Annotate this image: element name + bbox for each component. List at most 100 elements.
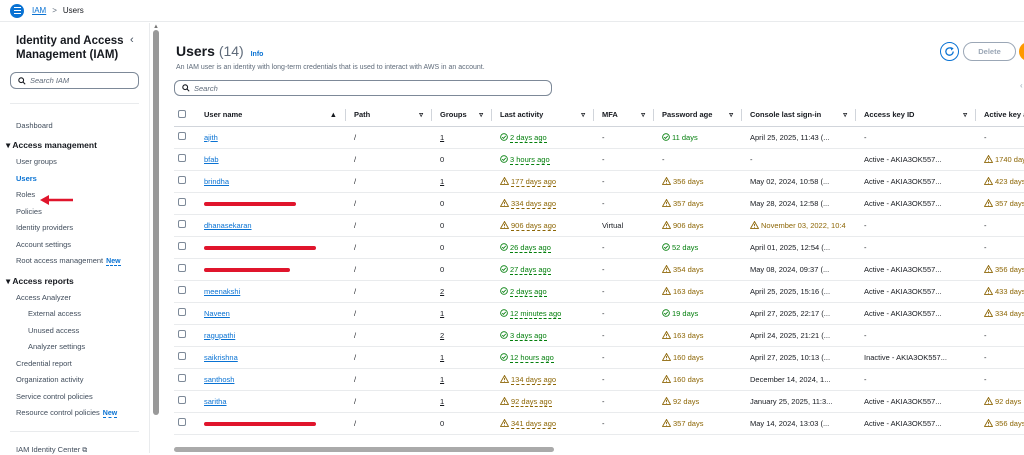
row-checkbox[interactable] [174,214,196,237]
last-activity-value[interactable]: 27 days ago [510,264,551,275]
table-row[interactable]: dhanasekaran / 0 906 days ago Virtual 906 day… [174,214,1024,237]
row-checkbox[interactable] [174,126,196,149]
redacted-user-name[interactable] [204,201,296,206]
groups-count[interactable]: 1 [440,308,445,318]
table-row[interactable]: ajith / 1 2 days ago - 11 days April 25, 2025,… [174,126,1024,149]
user-name-link[interactable]: ragupathi [204,330,236,340]
last-activity-value[interactable]: 341 days ago [511,418,557,429]
row-checkbox[interactable] [174,148,196,171]
table-row[interactable]: saritha / 1 92 days ago - 92 days January 25, … [174,390,1024,413]
sidebar-item-credential-report[interactable]: Credential report [16,359,72,368]
info-link[interactable]: Info [250,51,264,58]
horizontal-scrollbar[interactable] [174,447,554,452]
groups-count[interactable]: 1 [440,396,445,406]
sidebar-item-organization-activity[interactable]: Organization activity [16,375,84,384]
chevron-left-icon[interactable]: ‹ [1020,81,1023,90]
sidebar-item-policies[interactable]: Policies [16,207,42,216]
groups-count[interactable]: 1 [440,132,445,142]
last-activity-value[interactable]: 177 days ago [511,176,557,187]
user-search-input[interactable]: Search [174,80,552,96]
user-name-link[interactable]: bfab [204,154,219,164]
sidebar-item-unused-access[interactable]: Unused access [28,326,80,335]
row-checkbox[interactable] [174,390,196,413]
col-access-key-id[interactable]: Access key ID ▿ [856,104,976,127]
table-row[interactable]: / 0 341 days ago - 357 days May 14, 2024, 13:… [174,412,1024,435]
col-console-last-sign-in[interactable]: Console last sign-in ▿ [742,104,856,127]
user-name-link[interactable]: brindha [204,176,230,186]
sidebar-item-analyzer-settings[interactable]: Analyzer settings [28,342,86,351]
breadcrumb-iam-link[interactable]: IAM [32,6,47,15]
sidebar-section-access-reports[interactable]: ▾ Access reports [6,276,74,286]
groups-count[interactable]: 1 [440,176,445,186]
last-activity-value[interactable]: 92 days ago [511,396,552,407]
create-user-button[interactable] [1019,42,1024,61]
col-mfa[interactable]: MFA ▿ [594,104,654,127]
row-checkbox[interactable] [174,324,196,347]
last-activity-value[interactable]: 26 days ago [510,242,551,253]
sidebar-item-root-access-management[interactable]: Root access management New [16,256,121,266]
row-checkbox[interactable] [174,236,196,259]
sidebar-item-identity-providers[interactable]: Identity providers [16,223,74,232]
col-active-key-age[interactable]: Active key a [976,104,1024,127]
sidebar-item-users[interactable]: Users [16,174,37,183]
row-checkbox[interactable] [174,346,196,369]
table-row[interactable]: meenakshi / 2 2 days ago - 163 days April 25, … [174,280,1024,303]
last-activity-value[interactable]: 134 days ago [511,374,557,385]
last-activity-value[interactable]: 2 days ago [510,286,547,297]
row-checkbox[interactable] [174,412,196,435]
sidebar-item-access-analyzer[interactable]: Access Analyzer [16,293,72,302]
col-password-age[interactable]: Password age ▿ [654,104,742,127]
delete-button[interactable]: Delete [963,42,1016,61]
table-row[interactable]: / 0 26 days ago - 52 days April 01, 2025, 12:… [174,236,1024,259]
sidebar-scrollbar[interactable] [153,30,159,415]
redacted-user-name[interactable] [204,245,316,250]
user-name-link[interactable]: dhanasekaran [204,220,252,230]
row-checkbox[interactable] [174,170,196,193]
user-name-link[interactable]: saikrishna [204,352,238,362]
groups-count[interactable]: 2 [440,286,445,296]
sidebar-search-input[interactable]: Search IAM [10,72,139,89]
redacted-user-name[interactable] [204,267,290,272]
last-activity-value[interactable]: 906 days ago [511,220,557,231]
col-last-activity[interactable]: Last activity ▿ [492,104,594,127]
sidebar-item-dashboard[interactable]: Dashboard [16,121,53,130]
row-checkbox[interactable] [174,302,196,325]
sidebar-item-resource-control-policies[interactable]: Resource control policies New [16,408,118,418]
sidebar-section-access-management[interactable]: ▾ Access management [6,140,97,150]
select-all-checkbox[interactable] [174,104,196,127]
row-checkbox[interactable] [174,280,196,303]
last-activity-value[interactable]: 334 days ago [511,198,557,209]
last-activity-value[interactable]: 12 hours ago [510,352,554,363]
row-checkbox[interactable] [174,192,196,215]
row-checkbox[interactable] [174,368,196,391]
menu-icon[interactable] [10,3,24,18]
sidebar-item-account-settings[interactable]: Account settings [16,240,72,249]
table-row[interactable]: / 0 334 days ago - 357 days May 28, 2024, 12:… [174,192,1024,215]
row-checkbox[interactable] [174,258,196,281]
col-groups[interactable]: Groups ▿ [432,104,492,127]
table-row[interactable]: santhosh / 1 134 days ago - 160 days December … [174,368,1024,391]
last-activity-value[interactable]: 2 days ago [510,132,547,143]
user-name-link[interactable]: meenakshi [204,286,241,296]
groups-count[interactable]: 2 [440,330,445,340]
user-name-link[interactable]: santhosh [204,374,235,384]
col-user-name[interactable]: User name ▲ [196,104,346,127]
user-name-link[interactable]: saritha [204,396,227,406]
table-row[interactable]: bfab/0 3 hours ago - - - Active - AKIA3OK557.… [174,148,1024,171]
last-activity-value[interactable]: 12 minutes ago [510,308,562,319]
sidebar-item-external-access[interactable]: External access [28,309,81,318]
groups-count[interactable]: 1 [440,374,445,384]
sidebar-item-service-control-policies[interactable]: Service control policies [16,392,93,401]
user-name-link[interactable]: ajith [204,132,218,142]
sidebar-item-identity-center[interactable]: IAM Identity Center ⧉ [16,445,87,455]
refresh-button[interactable] [940,42,959,61]
redacted-user-name[interactable] [204,421,316,426]
last-activity-value[interactable]: 3 hours ago [510,154,550,165]
last-activity-value[interactable]: 3 days ago [510,330,547,341]
table-row[interactable]: Naveen / 1 12 minutes ago - 19 days April 27, … [174,302,1024,325]
table-row[interactable]: / 0 27 days ago - 354 days May 08, 2024, 09:3… [174,258,1024,281]
table-row[interactable]: saikrishna / 1 12 hours ago - 160 days April 2… [174,346,1024,369]
table-row[interactable]: ragupathi / 2 3 days ago - 163 days April 24, … [174,324,1024,347]
collapse-sidebar-icon[interactable]: ‹ [130,34,134,46]
sidebar-item-roles[interactable]: Roles [16,190,36,199]
